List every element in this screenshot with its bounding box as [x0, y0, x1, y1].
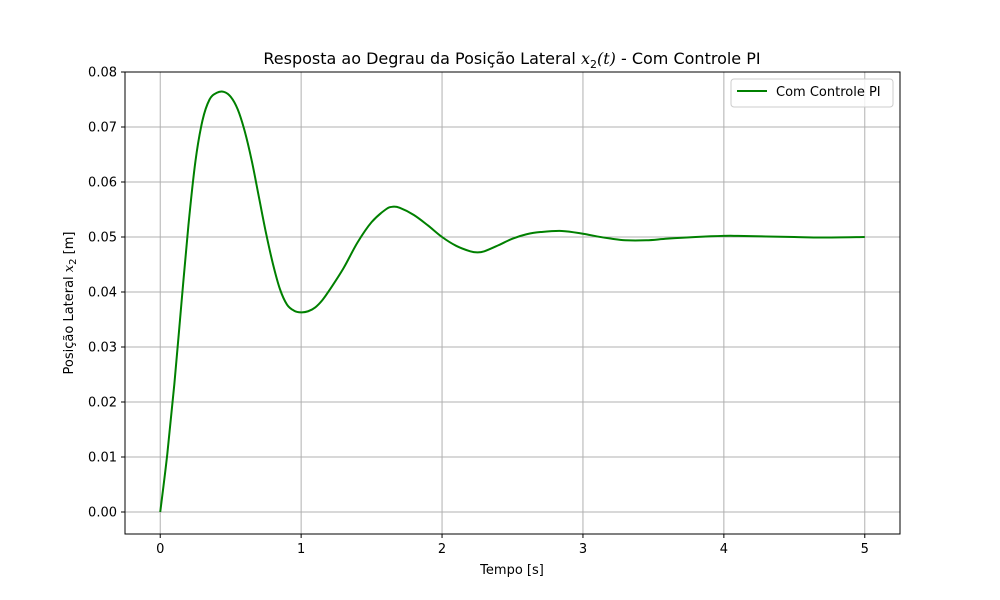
- y-tick-label: 0.07: [88, 121, 117, 136]
- x-tick-label: 2: [438, 542, 446, 557]
- y-tick-label: 0.00: [88, 506, 117, 521]
- y-tick-label: 0.02: [88, 396, 117, 411]
- y-tick-label: 0.03: [88, 341, 117, 356]
- y-tick-label: 0.05: [88, 231, 117, 246]
- y-tick-label: 0.08: [88, 66, 117, 81]
- y-tick-label: 0.06: [88, 176, 117, 191]
- x-tick-label: 5: [861, 542, 869, 557]
- y-axis-label-math-sub: 2: [68, 258, 79, 264]
- chart-title-math-arg: (t): [597, 49, 616, 68]
- x-axis-label: Tempo [s]: [479, 563, 544, 578]
- y-axis-label-suffix: [m]: [62, 232, 77, 259]
- x-tick-label: 1: [297, 542, 305, 557]
- series-line: [159, 90, 865, 513]
- chart-title-suffix: - Com Controle PI: [616, 49, 761, 68]
- x-tick-label: 3: [579, 542, 587, 557]
- plot-frame: [124, 71, 901, 535]
- ticks: 0 1 2 3 4 5 0.00 0.01 0.02 0.03 0.04 0.05 0.06 0.07 0.…: [88, 66, 869, 558]
- y-tick-label: 0.01: [88, 451, 117, 466]
- x-tick-label: 4: [720, 542, 728, 557]
- legend-box: [730, 78, 894, 108]
- y-axis-label-prefix: Posição Lateral: [62, 272, 77, 374]
- chart-title-math-var: x: [581, 49, 590, 68]
- y-axis-label: Posição Lateral x2 [m]: [62, 232, 79, 375]
- y-axis-label-math-var: x: [62, 264, 77, 272]
- chart-title-prefix: Resposta ao Degrau da Posição Lateral: [263, 49, 581, 68]
- x-tick-label: 0: [156, 542, 164, 557]
- legend-entry-label: Com Controle PI: [776, 85, 881, 100]
- chart-title: Resposta ao Degrau da Posição Lateral x2…: [263, 49, 760, 71]
- legend: Com Controle PI: [730, 78, 894, 108]
- chart-title-math-sub: 2: [590, 58, 597, 71]
- y-tick-label: 0.04: [88, 286, 117, 301]
- series-layer: [159, 90, 865, 513]
- plot-area: [125, 72, 900, 534]
